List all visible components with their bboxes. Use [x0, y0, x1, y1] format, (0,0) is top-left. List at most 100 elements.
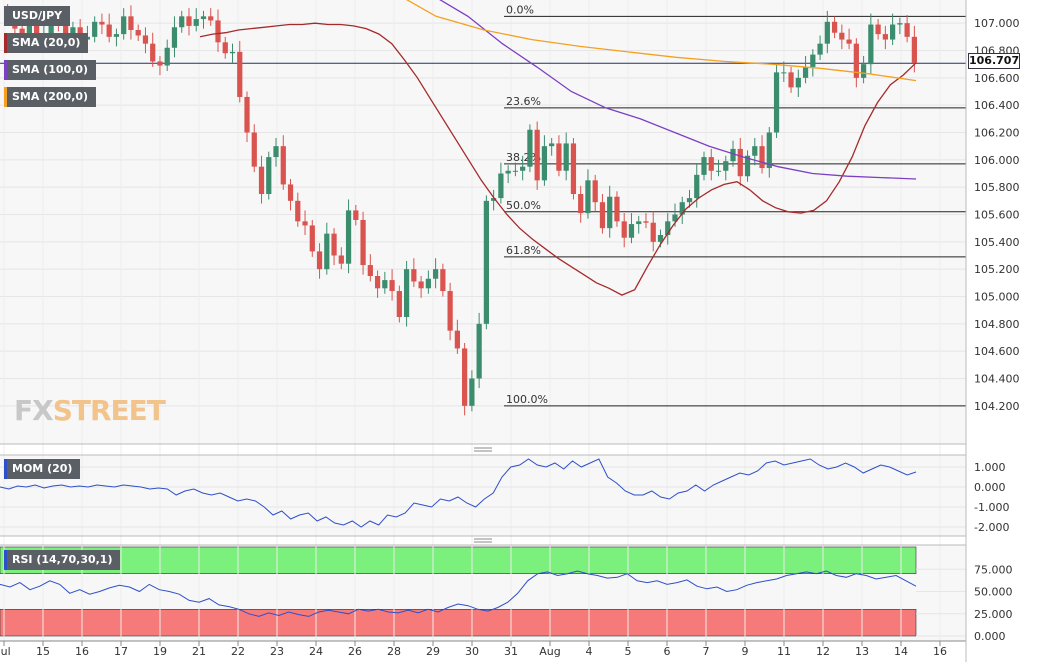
candle-body [396, 291, 402, 317]
candle-body [447, 291, 453, 331]
candle-body [875, 24, 881, 35]
candle-body [723, 161, 729, 171]
candle-body [63, 21, 69, 35]
candle-body [454, 330, 460, 349]
time-tick-label: 9 [742, 645, 749, 658]
candle-body [287, 184, 294, 201]
time-tick-label: 14 [894, 645, 908, 658]
panel-dividers[interactable] [0, 0, 967, 662]
time-tick-label: 15 [36, 645, 50, 658]
candle-body [360, 219, 366, 266]
candle-body [889, 24, 896, 40]
time-tick-label: 26 [348, 645, 362, 658]
time-tick-label: 11 [777, 645, 791, 658]
candle-body [541, 146, 548, 181]
candle-body [483, 200, 490, 324]
symbol-badge[interactable]: USD/JPY [4, 6, 71, 26]
sma20-badge[interactable]: SMA (20,0) [4, 33, 89, 53]
fxstreet-logo: FXSTREET [14, 394, 166, 427]
resize-handle-icon[interactable] [474, 447, 492, 452]
candle-body [171, 27, 178, 48]
candle-body [237, 51, 243, 97]
candle-body [273, 146, 279, 158]
price-tick-label: 104.600 [974, 345, 1020, 358]
candle-body [686, 198, 693, 203]
candle-body [773, 72, 780, 133]
candle-body [505, 170, 511, 174]
candle-body [744, 155, 751, 177]
mom-badge[interactable]: MOM (20) [4, 459, 81, 479]
sma100-label: SMA (100,0) [12, 63, 89, 76]
candle-body [106, 24, 112, 37]
time-tick-label: 12 [816, 645, 830, 658]
candle-body [911, 36, 917, 63]
candle-body [295, 200, 301, 222]
time-tick-label: 23 [270, 645, 284, 658]
time-tick-label: 29 [426, 645, 440, 658]
candle-body [549, 143, 555, 147]
mom-line [0, 458, 917, 528]
candle-body [831, 21, 838, 33]
sma20-line [199, 22, 917, 296]
candle-body [527, 129, 533, 167]
candle-body [411, 269, 417, 282]
candle-body [672, 214, 678, 222]
candle-body [229, 51, 236, 54]
time-tick-label: 4 [586, 645, 593, 658]
sma20-swatch [4, 33, 7, 53]
candle-body [99, 21, 105, 25]
candle-body [425, 278, 431, 289]
axes: 107.000106.800106.600106.400106.200106.0… [0, 17, 1020, 658]
candle-body [215, 20, 221, 43]
candle-body [403, 269, 410, 317]
candle-body [302, 221, 308, 226]
rsi-badge[interactable]: RSI (14,70,30,1) [4, 550, 121, 570]
time-tick-label: 30 [465, 645, 479, 658]
candle-body [498, 173, 504, 199]
rsi-line [0, 570, 917, 617]
candle-body [157, 61, 163, 66]
candle-body [585, 180, 591, 214]
rsi-label: RSI (14,70,30,1) [12, 553, 113, 566]
candle-body [128, 16, 134, 30]
candle-body [628, 224, 635, 238]
candle-body [432, 269, 439, 279]
logo-fx: FX [14, 394, 54, 427]
symbol-swatch [4, 6, 7, 26]
candle-body [708, 157, 714, 171]
candle-body [795, 77, 801, 88]
candle-body [556, 143, 562, 171]
mom-label: MOM (20) [12, 462, 73, 475]
candle-body [788, 72, 794, 88]
candle-body [520, 166, 526, 171]
price-tick-label: 106.600 [974, 72, 1020, 85]
price-tick-label: 106.400 [974, 99, 1020, 112]
candle-body [679, 202, 685, 215]
candle-body [839, 32, 845, 40]
candle-body [200, 16, 207, 20]
candle-body [331, 233, 337, 256]
fib-level-label: 50.0% [506, 199, 541, 212]
candle-body [244, 96, 250, 133]
candle-body [882, 34, 888, 40]
candle-body [135, 30, 141, 36]
candle-body [592, 180, 598, 203]
candle-body [251, 132, 257, 167]
candle-body [578, 194, 584, 214]
sma100-line [439, 0, 917, 180]
sma100-badge[interactable]: SMA (100,0) [4, 60, 97, 80]
candle-body [309, 225, 315, 252]
rsi-swatch [4, 550, 7, 570]
resize-handle-icon[interactable] [474, 538, 492, 543]
candle-body [853, 43, 859, 78]
mom-series-line [0, 458, 917, 528]
candle-body [868, 24, 874, 65]
mom-tick-label: -1.000 [974, 501, 1009, 514]
time-tick-label: 17 [114, 645, 128, 658]
candle-body [802, 66, 809, 78]
candle-body [418, 281, 424, 289]
candle-body [150, 43, 156, 62]
candle-body [367, 265, 373, 276]
sma200-badge[interactable]: SMA (200,0) [4, 87, 97, 107]
candle-body [113, 34, 120, 37]
